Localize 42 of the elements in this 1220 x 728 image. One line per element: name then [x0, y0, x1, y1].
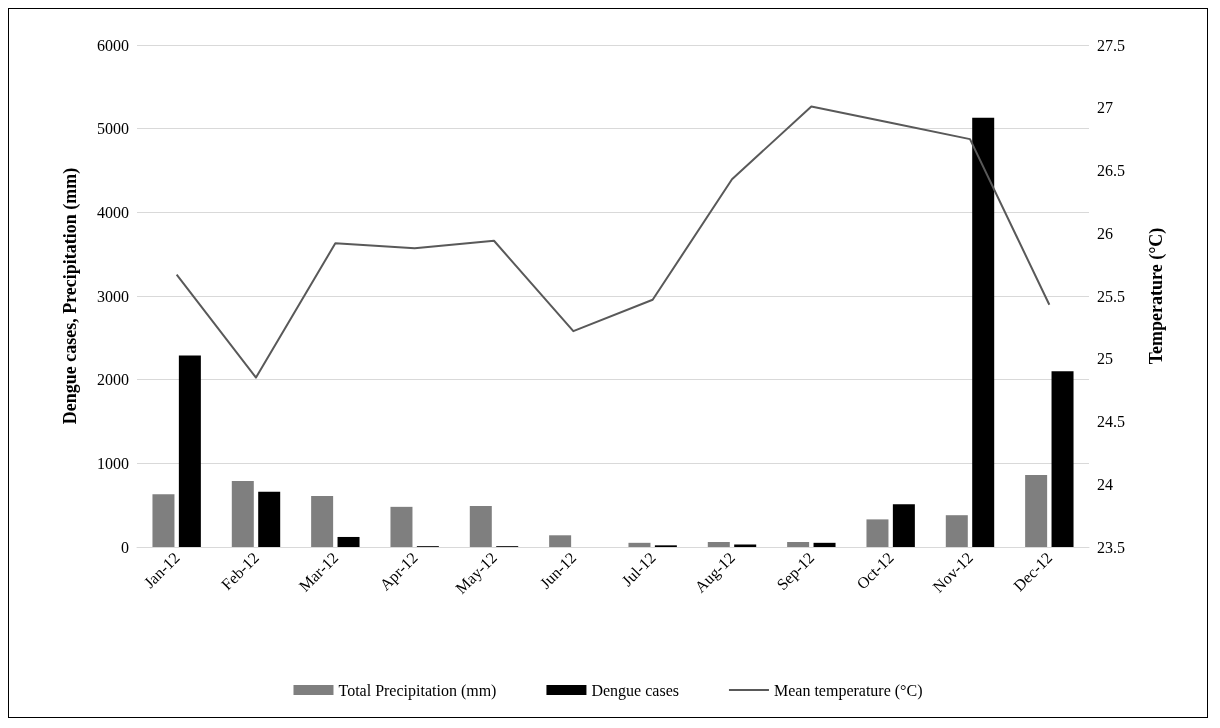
bar	[1051, 371, 1074, 547]
y2-tick-label: 27	[1097, 99, 1113, 117]
y2-tick-label: 24	[1097, 475, 1113, 493]
y-tick-label: 3000	[97, 287, 129, 305]
bar	[469, 506, 492, 547]
bar	[1025, 475, 1048, 547]
bar	[337, 536, 360, 547]
y2-tick-label: 24.5	[1097, 413, 1125, 430]
bar	[628, 542, 651, 547]
line-series	[175, 105, 1051, 379]
bar	[972, 117, 995, 547]
y2-tick-label: 25	[1097, 350, 1113, 368]
y2-axis-title: Temperature (°C)	[1146, 227, 1167, 365]
y2-tick-label: 23.5	[1097, 538, 1125, 556]
bar	[866, 519, 889, 547]
y-tick-label: 5000	[97, 120, 129, 138]
bar	[707, 541, 730, 547]
y-tick-label: 0	[121, 538, 129, 556]
legend-label: Total Precipitation (mm)	[338, 681, 497, 700]
bar	[258, 491, 281, 547]
bar	[311, 495, 334, 547]
y2-tick-label: 26.5	[1097, 162, 1125, 179]
y-tick-label: 6000	[97, 36, 129, 54]
legend-label: Dengue cases	[591, 681, 679, 700]
bar	[178, 355, 201, 547]
bar	[734, 544, 757, 547]
y-tick-label: 4000	[97, 203, 129, 221]
bar	[549, 535, 572, 547]
bar	[945, 515, 968, 547]
bar	[390, 506, 413, 547]
bar	[892, 504, 915, 547]
bar	[231, 480, 254, 547]
y2-tick-label: 26	[1097, 224, 1113, 242]
y-tick-label: 1000	[97, 454, 129, 472]
y2-tick-label: 25.5	[1097, 287, 1125, 305]
y-axis-title: Dengue cases, Precipitation (mm)	[60, 167, 81, 425]
y2-tick-label: 27.5	[1097, 36, 1125, 54]
bar	[787, 541, 810, 547]
legend-label: Mean temperature (°C)	[773, 681, 923, 700]
bar	[152, 494, 175, 547]
bar	[813, 542, 836, 547]
y-tick-label: 2000	[97, 371, 129, 389]
